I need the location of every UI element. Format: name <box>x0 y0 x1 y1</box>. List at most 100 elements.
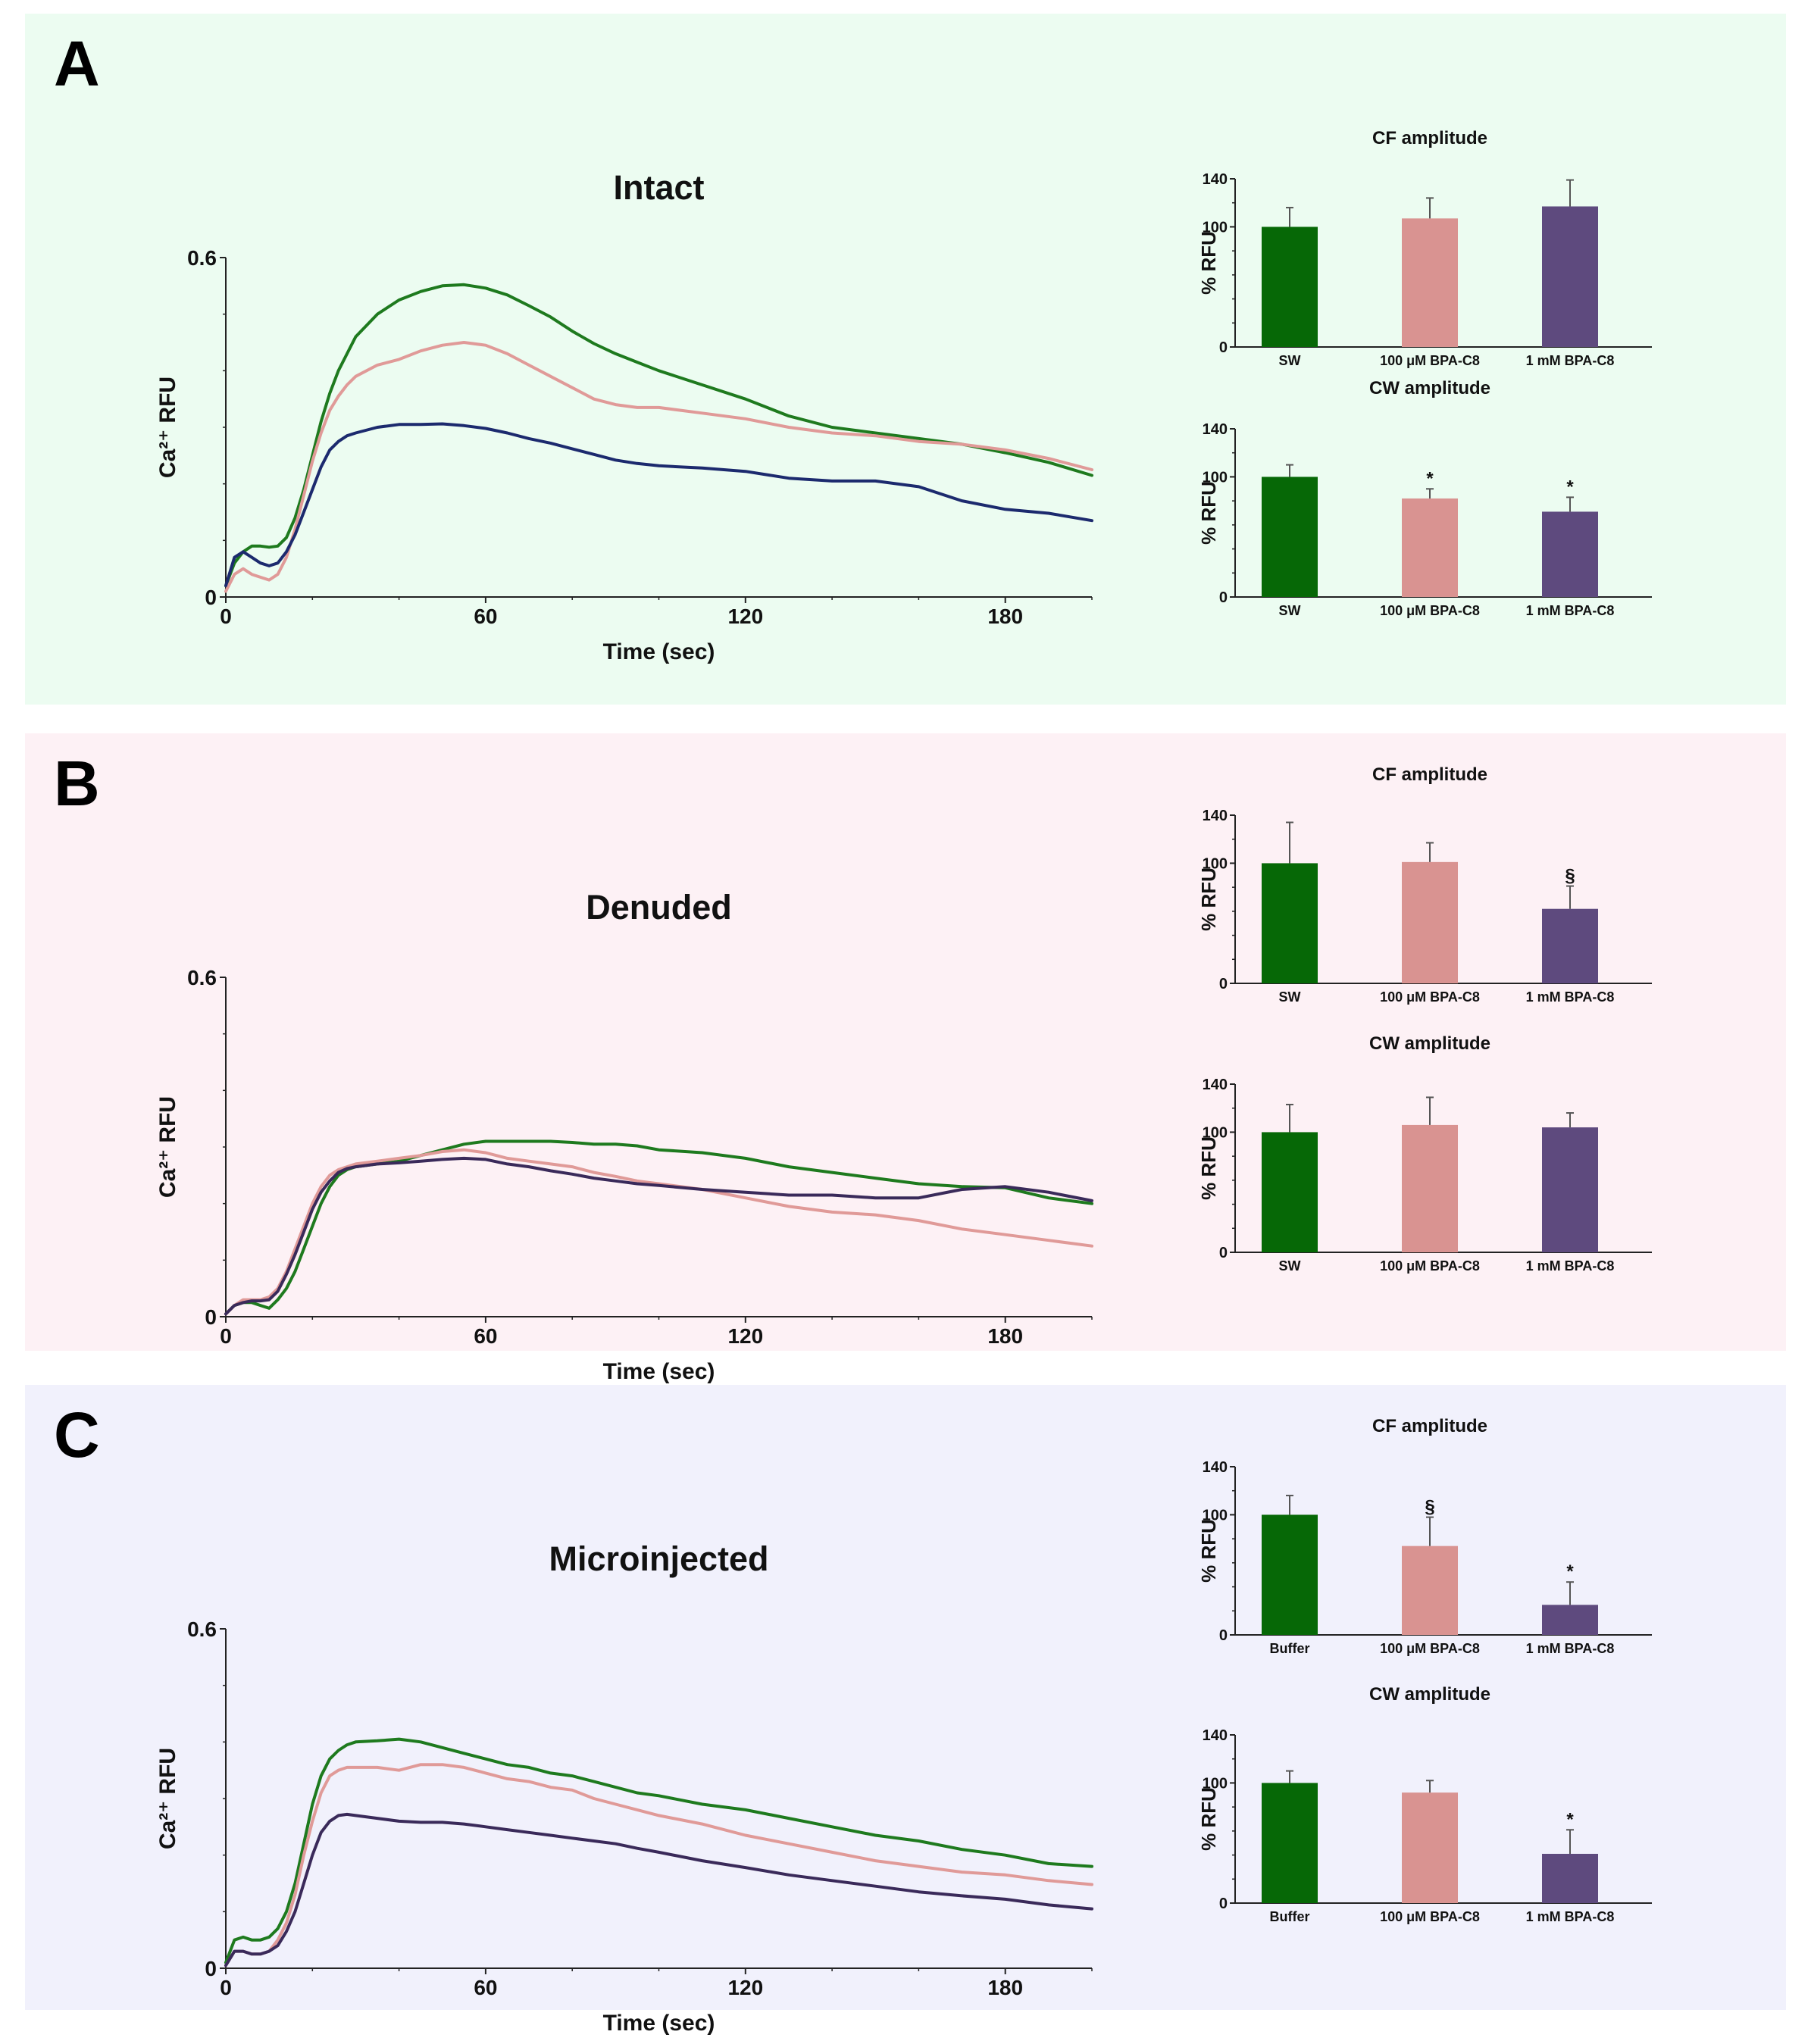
series-line-green <box>224 1139 1093 1316</box>
x-tick-label: 0 <box>220 605 232 628</box>
bar <box>1542 908 1598 983</box>
x-tick-label: 60 <box>474 605 497 628</box>
y-tick-label: 140 <box>1203 808 1228 824</box>
panel-b: B Denuded 0 60 120 180 0 0.6 Time (sec) Ca²⁺ RFU… <box>25 733 1786 1384</box>
x-tick-label: 120 <box>727 1976 763 1999</box>
line-chart-intact: Intact 0 60 120 180 0 0.6 Time (sec) Ca²⁺ RFU <box>155 168 1093 664</box>
chart-title: Microinjected <box>549 1539 768 1578</box>
y-tick-label: 0 <box>1219 1245 1228 1261</box>
category-label: 1 mM BPA-C8 <box>1526 1258 1615 1274</box>
significance-marker: * <box>1566 477 1574 497</box>
x-tick-label: 60 <box>474 1976 497 1999</box>
bar-chart-cf-amplitude: CF amplitude 0 100 140 % RFU SW 100 μM BPA-C8 1… <box>1197 128 1652 368</box>
x-tick-label: 180 <box>987 1324 1023 1348</box>
y-axis-label: % RFU <box>1197 867 1220 931</box>
category-label: 1 mM BPA-C8 <box>1526 1909 1615 1924</box>
panel-a: A Intact 0 60 120 180 0 0.6 Time (sec) Ca²⁺ RFU … <box>25 14 1786 705</box>
y-tick-label: 0.6 <box>187 966 217 989</box>
chart-title: Denuded <box>586 888 732 927</box>
bar-chart-title: CW amplitude <box>1369 378 1490 398</box>
x-tick-label: 0 <box>220 1324 232 1348</box>
panel-letter: A <box>54 28 100 99</box>
y-tick-label: 100 <box>1203 219 1228 236</box>
bar-chart-title: CW amplitude <box>1369 1033 1490 1054</box>
y-axis-label: % RFU <box>1197 1136 1220 1200</box>
series-line-pink <box>224 1148 1093 1316</box>
significance-marker: § <box>1425 1497 1434 1517</box>
bar-chart-title: CF amplitude <box>1372 764 1487 785</box>
y-axis-label: % RFU <box>1197 1787 1220 1851</box>
series-line-green <box>224 283 1093 588</box>
y-tick-label: 0 <box>1219 1896 1228 1912</box>
y-axis-label: Ca²⁺ RFU <box>155 1096 180 1198</box>
category-label: Buffer <box>1270 1641 1310 1656</box>
x-axis-label: Time (sec) <box>603 2011 715 2036</box>
bar-chart-title: CF amplitude <box>1372 128 1487 148</box>
category-label: Buffer <box>1270 1909 1310 1924</box>
category-label: 100 μM BPA-C8 <box>1380 353 1480 368</box>
category-label: 1 mM BPA-C8 <box>1526 989 1615 1005</box>
bar <box>1402 498 1458 597</box>
y-axis-label: % RFU <box>1197 1519 1220 1583</box>
bar <box>1402 218 1458 347</box>
bar-chart-cw-amplitude: CW amplitude 0 100 140 % RFU Buffer 100 μM BPA… <box>1197 1684 1652 1924</box>
y-tick-label: 140 <box>1203 1459 1228 1476</box>
category-label: 100 μM BPA-C8 <box>1380 603 1480 618</box>
x-tick-label: 180 <box>987 605 1023 628</box>
bar <box>1402 861 1458 983</box>
y-tick-label: 0 <box>205 586 217 609</box>
bar-chart-cf-amplitude: CF amplitude 0 100 140 % RFU SW 100 μM BPA-C8 §… <box>1197 764 1652 1005</box>
y-tick-label: 0 <box>1219 339 1228 356</box>
y-tick-label: 0.6 <box>187 246 217 270</box>
y-axis-label: % RFU <box>1197 231 1220 295</box>
category-label: SW <box>1279 603 1301 618</box>
bar <box>1262 1514 1318 1635</box>
bar <box>1402 1792 1458 1903</box>
bar <box>1402 1546 1458 1635</box>
bar <box>1542 1127 1598 1252</box>
bar <box>1402 1124 1458 1252</box>
bar-chart-title: CF amplitude <box>1372 1416 1487 1436</box>
category-label: 100 μM BPA-C8 <box>1380 1909 1480 1924</box>
bar-chart-title: CW amplitude <box>1369 1684 1490 1705</box>
y-tick-label: 0 <box>205 1305 217 1329</box>
significance-marker: * <box>1566 1809 1574 1830</box>
category-label: SW <box>1279 989 1301 1005</box>
category-label: SW <box>1279 1258 1301 1274</box>
x-tick-label: 0 <box>220 1976 232 1999</box>
panel-letter: B <box>54 748 100 819</box>
bar <box>1262 863 1318 983</box>
significance-marker: § <box>1565 866 1575 886</box>
y-tick-label: 100 <box>1203 855 1228 872</box>
y-tick-label: 140 <box>1203 171 1228 188</box>
significance-marker: * <box>1426 468 1434 489</box>
chart-title: Intact <box>613 168 704 207</box>
bar <box>1542 1853 1598 1903</box>
category-label: 1 mM BPA-C8 <box>1526 1641 1615 1656</box>
series-line-purple <box>224 1156 1093 1316</box>
y-tick-label: 140 <box>1203 421 1228 438</box>
x-tick-label: 180 <box>987 1976 1023 1999</box>
bar <box>1542 206 1598 347</box>
y-axis-label: Ca²⁺ RFU <box>155 377 180 478</box>
y-tick-label: 100 <box>1203 469 1228 486</box>
bar-chart-cw-amplitude: CW amplitude 0 100 140 % RFU SW 100 μM BPA-C8 1… <box>1197 1033 1652 1274</box>
category-label: 100 μM BPA-C8 <box>1380 1258 1480 1274</box>
y-tick-label: 0 <box>1219 589 1228 606</box>
y-tick-label: 140 <box>1203 1077 1228 1093</box>
category-label: 100 μM BPA-C8 <box>1380 1641 1480 1656</box>
y-tick-label: 100 <box>1203 1124 1228 1141</box>
series-line-navy <box>224 422 1093 588</box>
series-line-pink <box>224 1763 1093 1967</box>
line-chart-microinjected: Microinjected 0 60 120 180 0 0.6 Time (sec) Ca²⁺… <box>155 1539 1093 2036</box>
x-tick-label: 120 <box>727 605 763 628</box>
panel-c: C Microinjected 0 60 120 180 0 0.6 Time (sec) Ca… <box>25 1385 1786 2036</box>
bar-chart-cf-amplitude: CF amplitude 0 100 140 % RFU Buffer § 100 μM BP… <box>1197 1416 1652 1656</box>
y-tick-label: 100 <box>1203 1507 1228 1524</box>
y-tick-label: 0 <box>1219 976 1228 992</box>
y-axis-label: Ca²⁺ RFU <box>155 1748 180 1849</box>
bar <box>1542 511 1598 597</box>
bar-chart-cw-amplitude: CW amplitude 0 100 140 % RFU SW * 100 μM BPA-C8… <box>1197 378 1652 618</box>
y-tick-label: 0.6 <box>187 1617 217 1641</box>
line-chart-denuded: Denuded 0 60 120 180 0 0.6 Time (sec) Ca²⁺ RFU <box>155 888 1093 1384</box>
